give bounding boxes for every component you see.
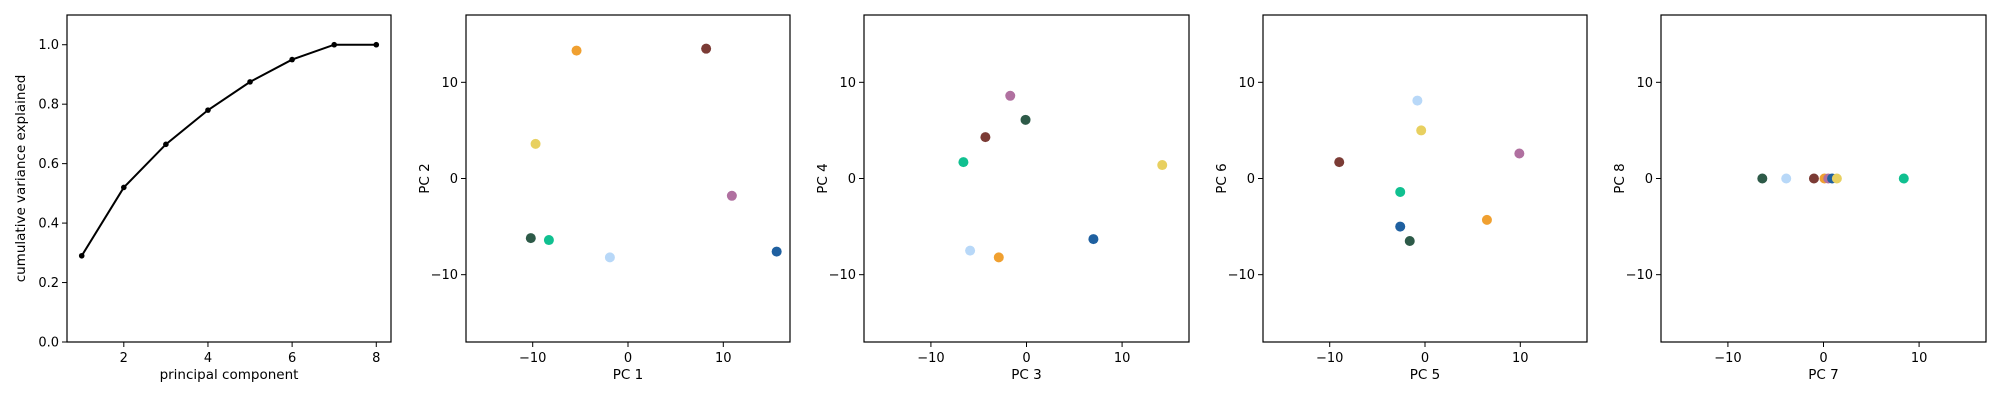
x-tick-label: −10 [519, 351, 546, 366]
data-point [121, 184, 127, 191]
y-tick-label: 10 [839, 76, 856, 91]
scatter-point [1808, 173, 1819, 184]
data-point [205, 107, 211, 113]
axes-frame [1262, 14, 1588, 343]
x-axis-label: PC 7 [1808, 367, 1838, 383]
y-tick-label: 0.0 [38, 336, 59, 351]
scatter-point [993, 252, 1004, 263]
scatter-point [726, 190, 737, 201]
y-tick-label: −10 [1626, 268, 1653, 283]
scatter-point [965, 245, 976, 256]
data-point [163, 141, 169, 148]
x-tick-label: −10 [917, 351, 944, 366]
scatter-point [543, 235, 554, 246]
y-axis-label: PC 2 [417, 163, 433, 193]
y-tick-label: 0.2 [38, 276, 59, 291]
scatter-point [1334, 157, 1345, 168]
scatter-point [1412, 95, 1423, 106]
scatter-point [571, 45, 582, 56]
chart-panel-2: −10 0 10 −10 0 10 PC 1 PC 2 [417, 14, 791, 383]
scatter-point [525, 233, 536, 244]
scatter-point [701, 43, 712, 54]
x-tick-label: 6 [288, 351, 296, 366]
scatter-point [604, 252, 615, 263]
y-tick-label: 0 [1645, 172, 1653, 187]
scatter-point [1898, 173, 1909, 184]
scatter-point [1404, 236, 1415, 247]
y-axis-label: cumulative variance explained [13, 75, 29, 283]
x-axis-label: PC 1 [613, 367, 643, 383]
scatter-point [1757, 173, 1768, 184]
scatter-point [1395, 221, 1406, 232]
scatter-point [1514, 148, 1525, 159]
y-tick-label: −10 [431, 268, 458, 283]
scatter-point [980, 132, 991, 143]
y-axis-label: PC 8 [1612, 163, 1628, 193]
data-point [247, 79, 253, 85]
y-tick-label: 10 [1636, 76, 1653, 91]
x-axis-label: PC 5 [1410, 367, 1440, 383]
y-tick-label: 10 [441, 76, 458, 91]
data-point [289, 56, 295, 63]
chart-panel-1: 2 4 6 8 0.0 0.2 0.4 0.6 0.8 1.0 principal componen… [13, 14, 392, 383]
y-tick-label: 0.6 [38, 157, 59, 172]
scatter-point [1005, 90, 1016, 101]
series-line [80, 43, 377, 257]
chart-panel-5: −10 0 10 −10 0 10 PC 7 PC 8 [1612, 14, 1987, 383]
y-tick-label: 0 [1247, 172, 1255, 187]
scatter-point [1088, 234, 1099, 245]
y-tick-label: −10 [1228, 268, 1255, 283]
x-axis-label: PC 3 [1011, 367, 1041, 383]
scatter-point [1020, 114, 1031, 125]
chart-panel-4: −10 0 10 −10 0 10 PC 5 PC 6 [1214, 14, 1588, 383]
y-tick-label: 0.4 [38, 217, 59, 232]
data-point [373, 41, 380, 48]
data-point [78, 252, 85, 259]
y-tick-label: 0.8 [38, 98, 59, 113]
scatter-point [1831, 173, 1842, 184]
y-tick-label: −10 [829, 268, 856, 283]
x-tick-label: 0 [624, 351, 632, 366]
axes-frame [66, 14, 392, 343]
y-tick-label: 0 [848, 172, 856, 187]
scatter-point [1481, 214, 1492, 225]
x-tick-label: 10 [1512, 351, 1529, 366]
x-tick-label: 0 [1421, 351, 1429, 366]
scatter-point [958, 157, 969, 168]
scatter-point [1416, 125, 1427, 136]
x-tick-label: 0 [1022, 351, 1030, 366]
x-tick-label: 10 [715, 351, 732, 366]
y-tick-label: 10 [1238, 76, 1255, 91]
x-tick-label: 0 [1819, 351, 1827, 366]
scatter-point [1395, 186, 1406, 197]
scatter-point [1157, 160, 1168, 171]
axes-frame [465, 14, 791, 343]
x-tick-label: 2 [120, 351, 128, 366]
scatter-point [771, 246, 782, 257]
scatter-point [1781, 173, 1792, 184]
x-tick-label: 4 [204, 351, 212, 366]
x-tick-label: 8 [372, 351, 380, 366]
x-tick-label: −10 [1316, 351, 1343, 366]
scatter-point [530, 138, 541, 149]
y-tick-label: 1.0 [38, 38, 59, 53]
y-axis-label: PC 6 [1214, 163, 1230, 193]
axes-frame [863, 14, 1190, 343]
x-tick-label: 10 [1114, 351, 1131, 366]
y-tick-label: 0 [450, 172, 458, 187]
x-tick-label: −10 [1714, 351, 1741, 366]
x-tick-label: 10 [1911, 351, 1928, 366]
x-axis-label: principal component [160, 367, 299, 383]
data-point [331, 41, 337, 48]
y-axis-label: PC 4 [815, 163, 831, 193]
chart-panel-3: −10 0 10 −10 0 10 PC 3 PC 4 [815, 14, 1190, 383]
